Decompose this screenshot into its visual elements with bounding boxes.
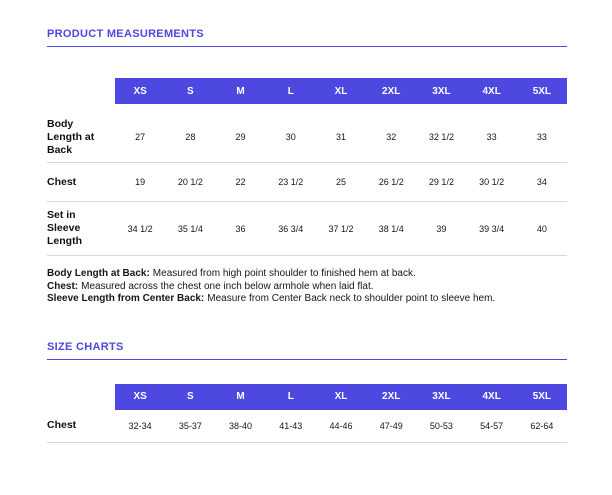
measurement-value: 28 [185,132,196,142]
row-label: Body Length at Back [47,117,95,156]
size-charts-table: XS S M L XL 2XL 3XL 4XL 5XL Chest 32-34 … [47,383,567,443]
product-measurements-title: PRODUCT MEASUREMENTS [47,28,567,47]
measurement-value: 29 [235,132,246,142]
size-charts-title: SIZE CHARTS [47,341,567,360]
size-range-value: 47-49 [379,420,403,431]
size-header-3xl: 3XL [416,383,467,410]
note-sleeve-length: Sleeve Length from Center Back: Measure f… [47,293,567,306]
header-label-spacer [47,78,115,104]
note-definition: Measure from Center Back neck to shoulde… [207,293,496,304]
measurement-value: 36 3/4 [278,223,304,234]
measurement-value: 32 [386,132,397,142]
measurement-value: 33 [486,132,497,142]
size-range-value: 38-40 [229,420,253,431]
measurement-value: 37 1/2 [328,223,354,234]
size-header-xl: XL [315,78,367,104]
measurement-value: 39 3/4 [479,223,505,234]
note-term: Chest: [47,280,79,292]
measurement-value: 27 [135,132,146,142]
measurement-value: 19 [135,177,146,187]
size-range-value: 62-64 [530,420,554,431]
measurement-value: 30 [285,132,296,142]
header-label-spacer [47,384,115,410]
note-term: Sleeve Length from Center Back: [47,293,205,304]
measurement-value: 22 [235,177,246,187]
size-header-s: S [165,383,216,410]
size-header-row: XS S M L XL 2XL 3XL 4XL 5XL [47,383,567,410]
size-range-value: 44-46 [329,420,353,431]
size-range-value: 32-34 [128,420,152,431]
measurement-value: 31 [335,132,346,142]
note-chest: Chest: Measured across the chest one inch… [47,281,567,294]
measurement-value: 29 1/2 [428,177,454,187]
note-definition: Measured from high point shoulder to fin… [152,268,416,279]
measurement-value: 25 [335,177,346,187]
size-header-xs: XS [115,383,166,410]
size-header-3xl: 3XL [416,78,467,104]
size-header-2xl: 2XL [366,78,417,104]
size-header-row: XS S M L XL 2XL 3XL 4XL 5XL [47,78,567,104]
size-header-m: M [215,383,266,410]
note-definition: Measured across the chest one inch below… [81,280,374,292]
size-header-5xl: 5XL [516,383,567,410]
size-header-m: M [215,78,266,104]
measurement-value: 32 1/2 [428,132,454,142]
row-label: Chest [47,419,77,431]
size-range-value: 54-57 [480,420,504,431]
measurement-value: 34 [536,177,547,187]
section-size-charts: SIZE CHARTS XS S M L XL 2XL 3XL 4XL 5XL … [47,341,567,443]
note-term: Body Length at Back: [47,268,150,279]
size-range-value: 35-37 [178,420,202,431]
size-range-value: 41-43 [279,420,303,431]
size-header-s: S [165,78,216,104]
table-row-chest: Chest 19 20 1/2 22 23 1/2 25 26 1/2 29 1… [47,163,567,202]
table-row-chest-range: Chest 32-34 35-37 38-40 41-43 44-46 47-4… [47,410,567,443]
measurement-value: 26 1/2 [378,177,404,187]
size-range-value: 50-53 [429,420,453,431]
table-row-body-length: Body Length at Back 27 28 29 30 31 32 32… [47,112,567,163]
section-product-measurements: PRODUCT MEASUREMENTS XS S M L XL 2XL 3XL… [47,28,567,306]
measurement-value: 30 1/2 [479,177,505,187]
row-label: Chest [47,175,77,188]
row-label: Set in Sleeve Length [47,209,82,247]
size-header-4xl: 4XL [466,383,517,410]
size-header-xs: XS [115,78,166,104]
size-header-l: L [265,78,316,104]
table-row-sleeve-length: Set in Sleeve Length 34 1/2 35 1/4 36 36… [47,202,567,256]
product-measurements-table: XS S M L XL 2XL 3XL 4XL 5XL Body Length … [47,78,567,256]
measurement-value: 40 [536,223,547,234]
size-header-4xl: 4XL [466,78,517,104]
measurement-value: 35 1/4 [177,223,203,234]
size-header-xl: XL [315,383,367,410]
measurement-value: 23 1/2 [278,177,304,187]
measurement-value: 34 1/2 [127,223,153,234]
measurement-value: 20 1/2 [177,177,203,187]
measurement-definitions: Body Length at Back: Measured from high p… [47,268,567,306]
size-header-2xl: 2XL [366,383,417,410]
measurement-value: 36 [235,223,246,234]
measurement-value: 38 1/4 [378,223,404,234]
note-body-length: Body Length at Back: Measured from high p… [47,268,567,281]
size-header-l: L [265,383,316,410]
measurement-value: 39 [436,223,447,234]
size-header-5xl: 5XL [516,78,567,104]
measurement-value: 33 [536,132,547,142]
